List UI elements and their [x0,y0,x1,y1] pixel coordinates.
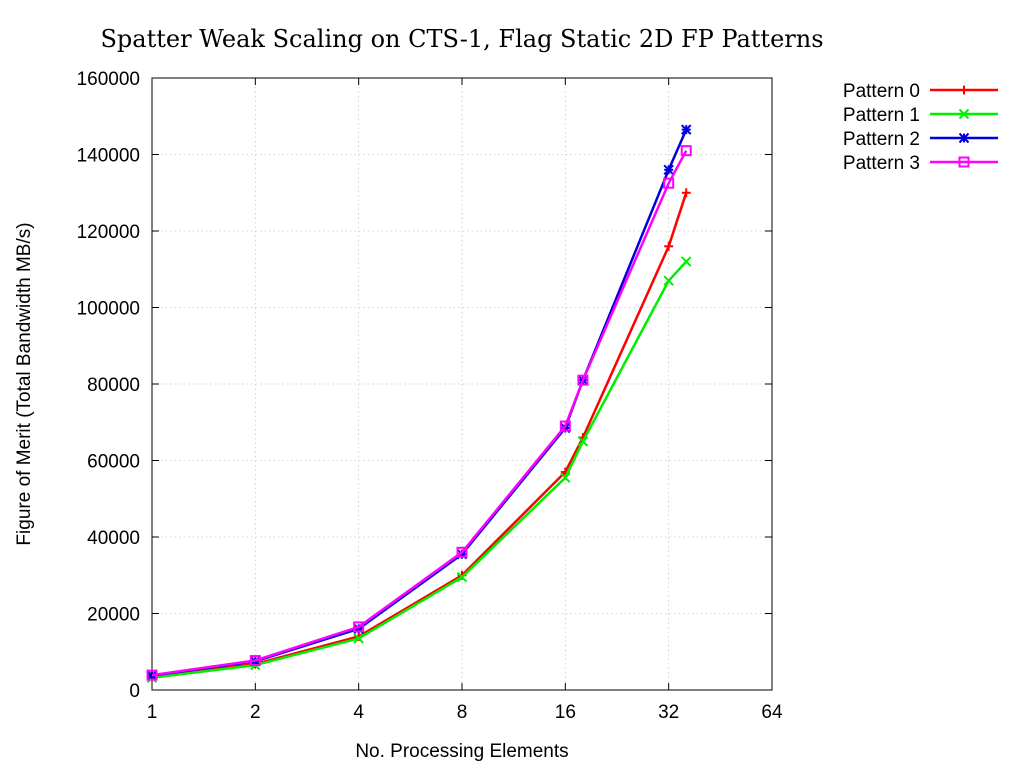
legend-entry: Pattern 2 [843,129,998,150]
data-point [456,546,468,558]
series-line [151,129,688,677]
y-tick-label: 80000 [87,375,140,396]
series-line [151,260,688,680]
chart-title: Spatter Weak Scaling on CTS-1, Flag Stat… [100,25,823,53]
data-point [681,124,692,135]
y-tick-label: 100000 [77,299,140,320]
data-point [353,621,365,633]
data-point [958,108,970,120]
series-pattern-3 [146,145,692,681]
legend-label: Pattern 1 [843,105,920,126]
data-point [663,275,674,286]
series-pattern-0 [147,188,691,682]
data-point [353,633,364,644]
series-pattern-2 [146,124,692,681]
x-tick-label: 2 [250,702,261,723]
data-point [560,472,571,483]
y-tick-label: 40000 [87,528,140,549]
data-point [456,571,468,583]
legend: Pattern 0 Pattern 1 Pattern 2 Pattern 3 [843,81,998,174]
legend-label: Pattern 2 [843,129,920,150]
data-point [577,374,589,386]
x-tick-label: 64 [761,702,783,723]
axis-ticks: 1 2 4 8 16 32 64 0 20000 40000 60000 80000 100000 120… [77,69,783,723]
data-point [959,85,969,95]
y-tick-label: 160000 [77,69,140,90]
data-point [146,669,158,681]
x-tick-label: 16 [555,702,576,723]
legend-label: Pattern 3 [843,153,920,174]
x-tick-label: 32 [658,702,679,723]
y-tick-label: 0 [129,681,140,702]
y-tick-label: 20000 [87,605,140,626]
y-axis-label: Figure of Merit (Total Bandwidth MB/s) [14,222,35,545]
data-point [681,256,692,267]
y-tick-label: 120000 [77,222,140,243]
legend-entry: Pattern 3 [843,153,998,174]
series-line [151,150,688,677]
data-point [958,132,970,144]
data-point [663,177,675,189]
data-point [663,164,674,176]
y-tick-label: 140000 [77,146,140,167]
y-tick-label: 60000 [87,452,140,473]
data-point [559,420,571,432]
grid [152,78,772,690]
data-point [680,145,692,157]
x-tick-label: 1 [147,702,158,723]
x-tick-label: 4 [353,702,364,723]
legend-label: Pattern 0 [843,81,920,102]
data-point [249,655,261,667]
data-point [577,436,589,447]
legend-entry: Pattern 1 [843,105,998,126]
x-tick-label: 8 [457,702,468,723]
legend-entry: Pattern 0 [843,81,998,102]
data-point [664,241,674,251]
series [146,124,692,683]
x-axis-label: No. Processing Elements [355,741,568,762]
data-point [958,156,970,168]
data-point [681,188,691,198]
data-point [146,670,158,681]
